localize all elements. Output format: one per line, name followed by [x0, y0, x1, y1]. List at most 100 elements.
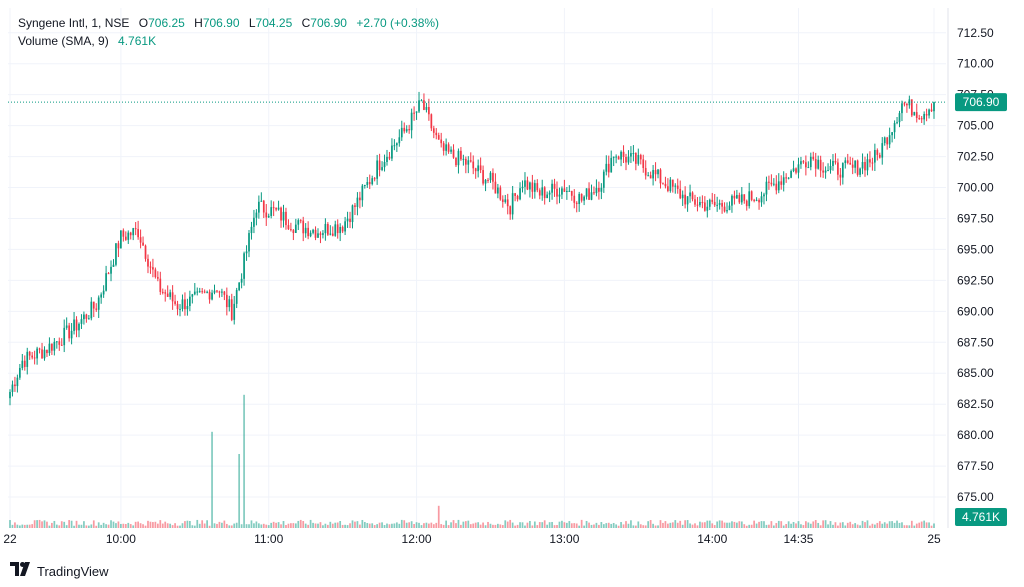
volume-bar [841, 522, 844, 528]
volume-bar [265, 524, 268, 528]
volume-bar [386, 523, 388, 528]
candle-body [509, 206, 512, 215]
candle-body [792, 168, 795, 172]
volume-bar [824, 520, 827, 528]
volume-bar [529, 520, 531, 528]
volume-bar [740, 521, 743, 528]
candle-body [245, 251, 248, 254]
volume-bar [738, 521, 741, 528]
candle-body [617, 156, 620, 160]
candle-body [723, 206, 726, 212]
volume-bar [721, 520, 723, 528]
candle-body [83, 314, 85, 320]
candle-body [442, 143, 445, 151]
price-candles [9, 91, 935, 406]
symbol-label[interactable]: Syngene Intl, 1, NSE [18, 16, 130, 30]
volume-bar [511, 522, 514, 528]
volume-bar [137, 521, 139, 528]
candle-body [568, 190, 571, 192]
volume-bar [110, 520, 112, 528]
close-value: 706.90 [310, 16, 347, 30]
candle-body [620, 151, 622, 160]
candle-body [171, 292, 174, 302]
volume-bar [849, 521, 852, 528]
candle-body [85, 314, 88, 319]
candle-body [43, 349, 46, 359]
y-tick-label: 702.50 [957, 150, 994, 164]
volume-bar [854, 523, 857, 528]
volume-bar [122, 523, 125, 528]
volume-bar [80, 524, 83, 528]
candle-body [763, 194, 765, 197]
candle-body [31, 355, 34, 358]
candle-body [117, 243, 120, 249]
volume-bar [391, 523, 393, 528]
volume-bar [16, 524, 19, 528]
volume-bar [696, 525, 699, 528]
volume-bar [563, 522, 566, 528]
time-axis[interactable]: 22 10:00 11:00 12:00 13:00 14:00 14:35 25 [3, 532, 941, 546]
volume-bar [477, 522, 480, 528]
candle-body [691, 192, 694, 200]
volume-bar [920, 521, 923, 528]
volume-label[interactable]: Volume (SMA, 9) [18, 34, 109, 48]
candle-body [275, 208, 277, 210]
candle-body [139, 237, 142, 243]
volume-bar [267, 525, 270, 528]
volume-bar [452, 520, 455, 528]
candle-body [630, 153, 632, 157]
last-price-badge [955, 93, 1007, 112]
volume-bars [9, 394, 935, 528]
candle-body [225, 294, 228, 308]
volume-bar [933, 523, 935, 528]
volume-bar [418, 522, 420, 528]
volume-bar [317, 523, 319, 528]
candle-body [70, 330, 73, 339]
volume-value: 4.761K [118, 34, 157, 48]
volume-bar [573, 523, 576, 528]
candle-body [230, 299, 233, 320]
candle-body [546, 194, 549, 199]
volume-bar [758, 521, 760, 528]
price-axis[interactable]: 712.50710.00707.50705.00702.50700.00697.… [957, 26, 994, 504]
volume-bar [393, 523, 396, 528]
volume-bar [467, 520, 470, 528]
candle-body [307, 227, 310, 237]
volume-bar [297, 520, 300, 528]
candle-body [805, 162, 807, 168]
volume-bar [26, 524, 29, 528]
volume-bar [790, 523, 792, 528]
candle-body [455, 157, 457, 166]
volume-bar [487, 521, 489, 528]
candle-body [669, 179, 672, 191]
volume-bar [381, 522, 383, 528]
candle-body [489, 172, 492, 181]
candle-body [65, 325, 68, 328]
volume-bar [472, 523, 475, 528]
volume-bar [329, 521, 332, 528]
candle-body [913, 112, 916, 116]
volume-bar [46, 521, 48, 528]
volume-bar [250, 520, 253, 528]
volume-bar [667, 523, 669, 528]
candle-body [708, 199, 711, 207]
volume-bar [415, 522, 418, 528]
candle-body [420, 100, 423, 102]
candle-body [506, 199, 509, 207]
candle-body [846, 160, 849, 163]
candle-body [9, 391, 11, 399]
candle-body [689, 192, 691, 197]
volume-bar [90, 524, 93, 528]
candle-body [280, 207, 282, 221]
volume-bar [378, 522, 381, 528]
volume-bar [910, 520, 913, 528]
candle-body [166, 293, 169, 297]
volume-bar [235, 522, 238, 528]
candle-body [386, 156, 388, 163]
candle-body [800, 161, 802, 165]
candle-body [874, 150, 876, 163]
candle-body [78, 323, 80, 331]
volume-bar [765, 524, 768, 528]
tradingview-brand[interactable]: TradingView [10, 562, 109, 580]
